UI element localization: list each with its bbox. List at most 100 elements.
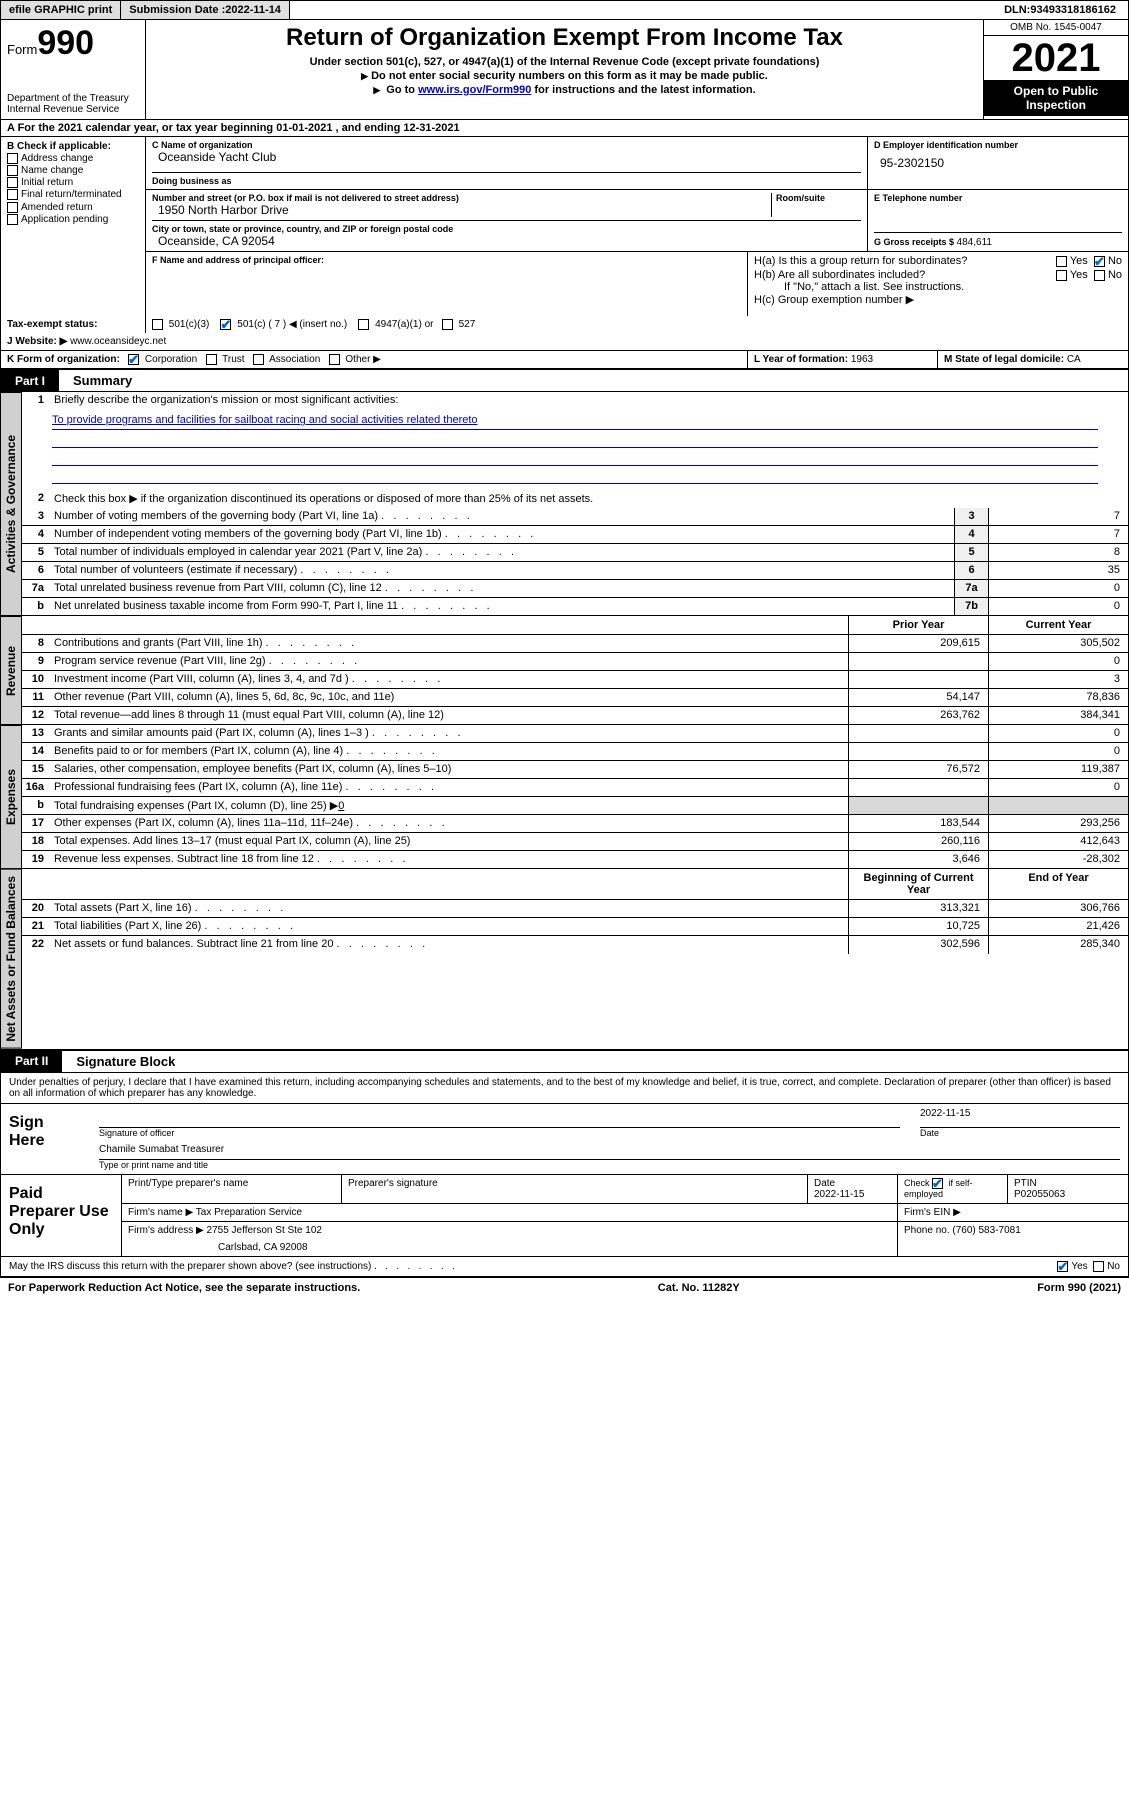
section-net-assets: Net Assets or Fund Balances Beginning of…: [0, 869, 1129, 1050]
part-1-header: Part I Summary: [0, 369, 1129, 392]
cb-527[interactable]: [442, 319, 453, 330]
firm-addr-2: Carlsbad, CA 92008: [128, 1236, 891, 1253]
line-8-curr: 305,502: [988, 635, 1128, 652]
signature-block: Under penalties of perjury, I declare th…: [0, 1073, 1129, 1277]
form-subtitle-1: Under section 501(c), 527, or 4947(a)(1)…: [156, 56, 973, 68]
line-3-desc: Number of voting members of the governin…: [50, 508, 954, 525]
line-9-prior: [848, 653, 988, 670]
line-7a-desc: Total unrelated business revenue from Pa…: [50, 580, 954, 597]
officer-name-title: Chamile Sumabat Treasurer: [99, 1144, 1120, 1160]
line-6-val: 35: [988, 562, 1128, 579]
cb-501c3[interactable]: [152, 319, 163, 330]
sign-here-label: Sign Here: [1, 1104, 91, 1174]
cb-amended-return[interactable]: Amended return: [7, 202, 139, 213]
sig-officer-label: Signature of officer: [99, 1128, 900, 1138]
box-c-name: C Name of organization Oceanside Yacht C…: [146, 137, 868, 189]
line-11-desc: Other revenue (Part VIII, column (A), li…: [50, 689, 848, 706]
cb-association[interactable]: [253, 354, 264, 365]
row-l-year: L Year of formation: 1963: [748, 351, 938, 368]
entity-block: B Check if applicable: Address change Na…: [0, 137, 1129, 316]
box-g-receipts: G Gross receipts $ 484,611: [874, 233, 1122, 248]
cb-application-pending[interactable]: Application pending: [7, 214, 139, 225]
penalty-statement: Under penalties of perjury, I declare th…: [1, 1073, 1128, 1104]
line-18-desc: Total expenses. Add lines 13–17 (must eq…: [50, 833, 848, 850]
line-10-prior: [848, 671, 988, 688]
prep-sig-label: Preparer's signature: [342, 1175, 808, 1203]
line-13-desc: Grants and similar amounts paid (Part IX…: [50, 725, 848, 742]
line-5-val: 8: [988, 544, 1128, 561]
cb-final-return[interactable]: Final return/terminated: [7, 189, 139, 200]
part-2-header: Part II Signature Block: [0, 1050, 1129, 1073]
line-19-desc: Revenue less expenses. Subtract line 18 …: [50, 851, 848, 868]
firm-name: Tax Preparation Service: [196, 1207, 302, 1218]
firm-phone: (760) 583-7081: [952, 1225, 1020, 1236]
submission-date-cell[interactable]: Submission Date : 2022-11-14: [121, 1, 290, 19]
line-16a-curr: 0: [988, 779, 1128, 796]
irs-discuss-text: May the IRS discuss this return with the…: [9, 1261, 1057, 1272]
hdr-prior-year: Prior Year: [848, 616, 988, 634]
form-header: Form990 Department of the Treasury Inter…: [0, 20, 1129, 120]
cb-address-change[interactable]: Address change: [7, 153, 139, 164]
line-1-desc: Briefly describe the organization's miss…: [50, 392, 1128, 410]
line-9-desc: Program service revenue (Part VIII, line…: [50, 653, 848, 670]
efile-print-button[interactable]: efile GRAPHIC print: [1, 1, 121, 19]
line-2-desc: Check this box ▶ if the organization dis…: [50, 490, 1128, 508]
sig-date: 2022-11-15: [920, 1108, 1120, 1128]
line-10-curr: 3: [988, 671, 1128, 688]
cb-self-employed-checked: [932, 1178, 943, 1189]
line-16a-prior: [848, 779, 988, 796]
cb-initial-return[interactable]: Initial return: [7, 177, 139, 188]
h-b-note: If "No," attach a list. See instructions…: [754, 281, 1122, 293]
h-c-label: H(c) Group exemption number ▶: [754, 293, 1122, 306]
firm-addr-1: 2755 Jefferson St Ste 102: [207, 1225, 322, 1236]
line-20-begin: 313,321: [848, 900, 988, 917]
line-16b-curr: [988, 797, 1128, 814]
section-governance: Activities & Governance 1Briefly describ…: [0, 392, 1129, 616]
cb-4947a1[interactable]: [358, 319, 369, 330]
line-11-prior: 54,147: [848, 689, 988, 706]
line-16a-desc: Professional fundraising fees (Part IX, …: [50, 779, 848, 796]
line-16b-desc: Total fundraising expenses (Part IX, col…: [50, 797, 848, 814]
cb-other[interactable]: [329, 354, 340, 365]
irs-link[interactable]: www.irs.gov/Form990: [418, 84, 531, 96]
h-a-no-checked: [1094, 256, 1105, 267]
line-19-curr: -28,302: [988, 851, 1128, 868]
line-4-desc: Number of independent voting members of …: [50, 526, 954, 543]
sig-date-label: Date: [920, 1128, 1120, 1138]
hdr-begin-year: Beginning of Current Year: [848, 869, 988, 899]
line-21-begin: 10,725: [848, 918, 988, 935]
box-h: H(a) Is this a group return for subordin…: [748, 252, 1128, 316]
h-a-label: H(a) Is this a group return for subordin…: [754, 255, 1056, 267]
prep-name-label: Print/Type preparer's name: [122, 1175, 342, 1203]
submission-label: Submission Date :: [129, 4, 225, 16]
row-a-tax-year: A For the 2021 calendar year, or tax yea…: [0, 120, 1129, 137]
cb-trust[interactable]: [206, 354, 217, 365]
line-17-curr: 293,256: [988, 815, 1128, 832]
tab-expenses: Expenses: [1, 725, 22, 869]
col-b-label: B Check if applicable:: [7, 141, 139, 152]
mission-text: To provide programs and facilities for s…: [22, 410, 1128, 490]
tax-year: 2021: [984, 36, 1128, 80]
form-number: Form990: [7, 24, 139, 63]
cb-name-change[interactable]: Name change: [7, 165, 139, 176]
ein-value: 95-2302150: [874, 150, 1122, 170]
dln-value: 93493318186162: [1030, 4, 1116, 16]
line-5-desc: Total number of individuals employed in …: [50, 544, 954, 561]
line-16b-prior: [848, 797, 988, 814]
form-title: Return of Organization Exempt From Incom…: [156, 24, 973, 52]
officer-name-label: Type or print name and title: [99, 1160, 1120, 1170]
line-14-desc: Benefits paid to or for members (Part IX…: [50, 743, 848, 760]
firm-ein-label: Firm's EIN ▶: [898, 1204, 1128, 1221]
line-7a-val: 0: [988, 580, 1128, 597]
org-name: Oceanside Yacht Club: [152, 150, 861, 164]
prep-date: 2022-11-15: [814, 1189, 891, 1200]
cb-irs-discuss-no[interactable]: [1093, 1261, 1104, 1272]
line-22-desc: Net assets or fund balances. Subtract li…: [50, 936, 848, 954]
tab-revenue: Revenue: [1, 616, 22, 725]
open-to-public: Open to Public Inspection: [984, 80, 1128, 116]
org-city: Oceanside, CA 92054: [152, 234, 861, 248]
line-15-curr: 119,387: [988, 761, 1128, 778]
line-14-curr: 0: [988, 743, 1128, 760]
submission-date: 2022-11-14: [225, 4, 281, 16]
dept-treasury: Department of the Treasury Internal Reve…: [7, 93, 139, 115]
